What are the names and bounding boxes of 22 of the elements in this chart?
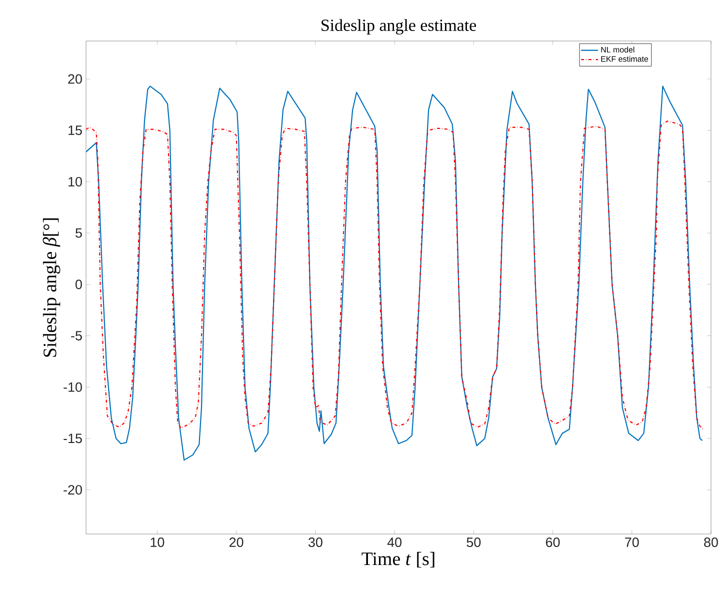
y-tick-label: 0: [76, 280, 82, 290]
y-tick-label: 5: [76, 228, 82, 238]
y-tick-label: 15: [68, 126, 82, 136]
y-tick-label: 20: [68, 74, 82, 84]
line-series: [86, 120, 704, 430]
x-tick-label: 30: [308, 538, 322, 548]
y-tick-label: -10: [64, 382, 82, 392]
x-tick-label: 40: [387, 538, 402, 548]
y-tick-label: -5: [71, 331, 82, 340]
x-tick-label: 60: [546, 538, 560, 548]
line-series: [86, 86, 703, 461]
x-tick-label: 70: [625, 538, 639, 548]
x-tick-label: 10: [150, 538, 164, 548]
y-axis-title: Sideslip angle β[°]: [42, 218, 60, 357]
y-tick-label: -20: [64, 485, 82, 495]
x-tick-label: 20: [230, 538, 244, 548]
x-axis-title: Time t [s]: [362, 552, 434, 568]
chart-title: Sideslip angle estimate: [322, 19, 476, 34]
x-tick-label: 50: [466, 538, 481, 548]
y-tick-label: 10: [68, 176, 82, 186]
x-tick-label: 80: [704, 538, 718, 548]
y-tick-label: -15: [64, 434, 82, 444]
